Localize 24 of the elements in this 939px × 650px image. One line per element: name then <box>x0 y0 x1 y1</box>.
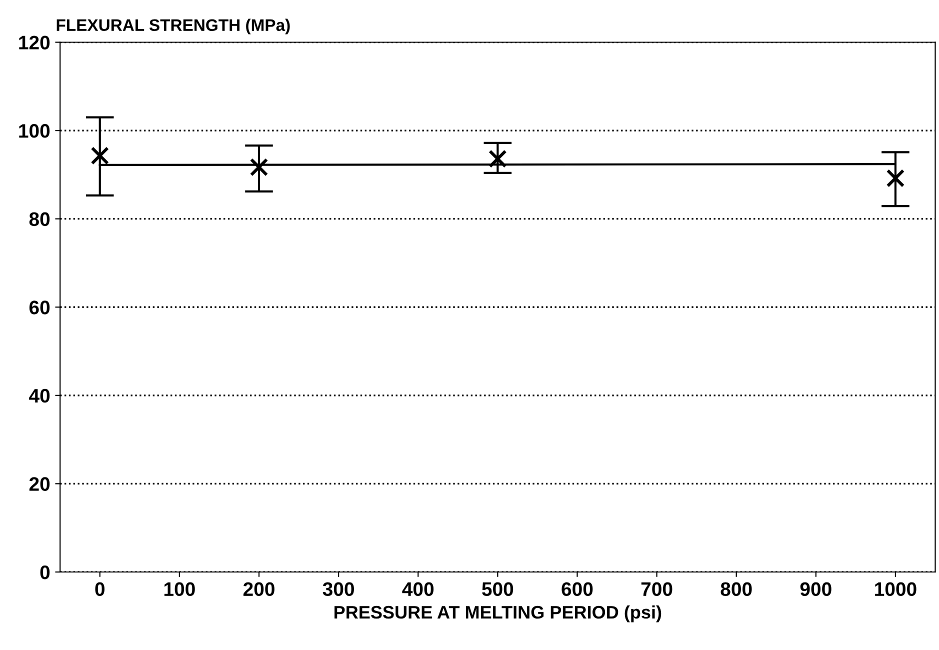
point <box>250 158 268 176</box>
x-tick-label: 500 <box>482 582 514 596</box>
x-tick-label: 0 <box>95 582 104 596</box>
x-tick-label: 100 <box>164 582 195 596</box>
x-tick-label: 900 <box>800 582 832 596</box>
y-tick-label: 60 <box>29 300 50 314</box>
x-tick-label: 400 <box>402 582 434 596</box>
x-tick-label: 700 <box>641 582 672 596</box>
x-tick-label: 600 <box>562 582 593 596</box>
x-tick-label: 1000 <box>875 582 916 596</box>
point <box>90 146 110 165</box>
x-tick-label: 200 <box>243 582 274 596</box>
point <box>488 150 507 168</box>
y-axis-title: FLEXURAL STRENGTH (MPa) <box>56 18 290 34</box>
x-axis-title: PRESSURE AT MELTING PERIOD (psi) <box>334 605 662 622</box>
y-tick-label: 40 <box>29 388 50 403</box>
y-tick-label: 120 <box>19 36 50 50</box>
y-tick-label: 0 <box>40 565 50 580</box>
y-tick-label: 100 <box>19 124 50 138</box>
y-tick-label: 80 <box>29 212 50 226</box>
y-tick-label: 20 <box>29 477 50 491</box>
x-tick-label: 300 <box>322 582 354 596</box>
x-tick-label: 800 <box>720 582 752 596</box>
point <box>886 169 905 188</box>
